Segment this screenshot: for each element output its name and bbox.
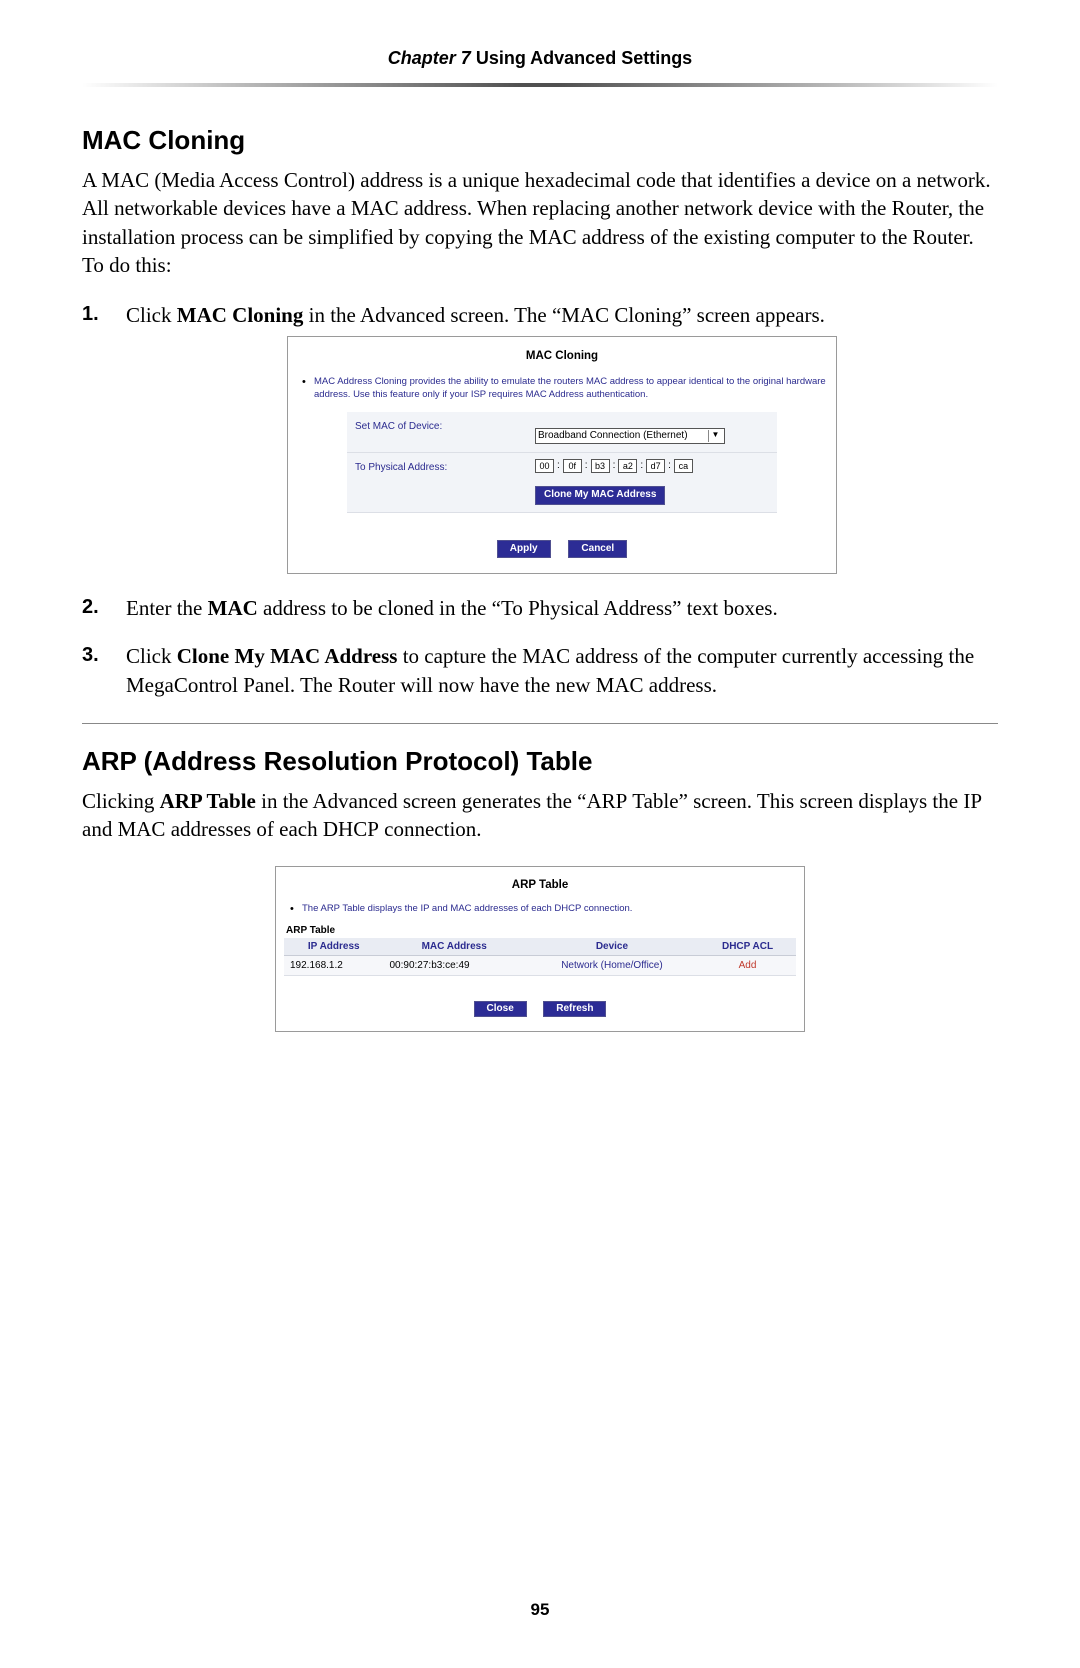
arp-panel: ARP Table The ARP Table displays the IP … — [275, 866, 805, 1033]
octet-0[interactable]: 00 — [535, 459, 554, 473]
page-number: 95 — [0, 1600, 1080, 1620]
octet-5[interactable]: ca — [674, 459, 693, 473]
arp-panel-actions: Close Refresh — [284, 998, 796, 1017]
chapter-title: Using Advanced Settings — [476, 48, 692, 68]
chapter-label: Chapter 7 — [388, 48, 471, 68]
mac-octets: 00: 0f: b3: a2: d7: ca — [535, 459, 769, 473]
label-to-physical: To Physical Address: — [355, 459, 535, 475]
apply-button[interactable]: Apply — [497, 540, 551, 559]
col-mac: MAC Address — [384, 938, 525, 956]
add-link[interactable]: Add — [739, 960, 757, 971]
octet-1[interactable]: 0f — [563, 459, 582, 473]
arp-panel-note: The ARP Table displays the IP and MAC ad… — [284, 903, 796, 916]
close-button[interactable]: Close — [474, 1001, 527, 1017]
col-ip: IP Address — [284, 938, 384, 956]
device-link[interactable]: Network (Home/Office) — [561, 960, 663, 971]
device-select-value: Broadband Connection (Ethernet) — [538, 429, 688, 443]
header-divider — [82, 83, 998, 87]
octet-4[interactable]: d7 — [646, 459, 665, 473]
arp-panel-title: ARP Table — [284, 879, 796, 891]
mac-panel-note: MAC Address Cloning provides the ability… — [296, 376, 828, 402]
mac-form: Set MAC of Device: Broadband Connection … — [347, 412, 777, 513]
octet-2[interactable]: b3 — [591, 459, 610, 473]
step-2: Enter the MAC address to be cloned in th… — [82, 594, 998, 622]
mac-cloning-intro: A MAC (Media Access Control) address is … — [82, 166, 998, 279]
section-title-arp: ARP (Address Resolution Protocol) Table — [82, 746, 998, 777]
clone-mac-button[interactable]: Clone My MAC Address — [535, 486, 665, 505]
arp-intro: Clicking ARP Table in the Advanced scree… — [82, 787, 998, 844]
col-dhcp-acl: DHCP ACL — [699, 938, 796, 956]
refresh-button[interactable]: Refresh — [543, 1001, 606, 1017]
chevron-down-icon: ▼ — [708, 430, 722, 442]
cell-mac: 00:90:27:b3:ce:49 — [384, 956, 525, 976]
section-title-mac-cloning: MAC Cloning — [82, 125, 998, 156]
row-set-mac: Set MAC of Device: Broadband Connection … — [347, 412, 777, 453]
table-row: 192.168.1.2 00:90:27:b3:ce:49 Network (H… — [284, 956, 796, 976]
row-to-physical: To Physical Address: 00: 0f: b3: a2: d7:… — [347, 453, 777, 512]
cancel-button[interactable]: Cancel — [568, 540, 627, 559]
step-3: Click Clone My MAC Address to capture th… — [82, 642, 998, 699]
section-divider — [82, 723, 998, 724]
mac-panel-actions: Apply Cancel — [296, 531, 828, 559]
octet-3[interactable]: a2 — [618, 459, 637, 473]
step-1: Click MAC Cloning in the Advanced screen… — [82, 301, 998, 574]
chapter-header: Chapter 7 Using Advanced Settings — [82, 48, 998, 69]
arp-subhead: ARP Table — [284, 925, 796, 936]
mac-cloning-steps: Click MAC Cloning in the Advanced screen… — [82, 301, 998, 699]
mac-cloning-panel: MAC Cloning MAC Address Cloning provides… — [287, 336, 837, 574]
arp-table: IP Address MAC Address Device DHCP ACL 1… — [284, 938, 796, 976]
mac-panel-title: MAC Cloning — [296, 349, 828, 365]
label-set-mac: Set MAC of Device: — [355, 418, 535, 434]
cell-ip: 192.168.1.2 — [284, 956, 384, 976]
device-select[interactable]: Broadband Connection (Ethernet) ▼ — [535, 428, 725, 444]
col-device: Device — [525, 938, 699, 956]
